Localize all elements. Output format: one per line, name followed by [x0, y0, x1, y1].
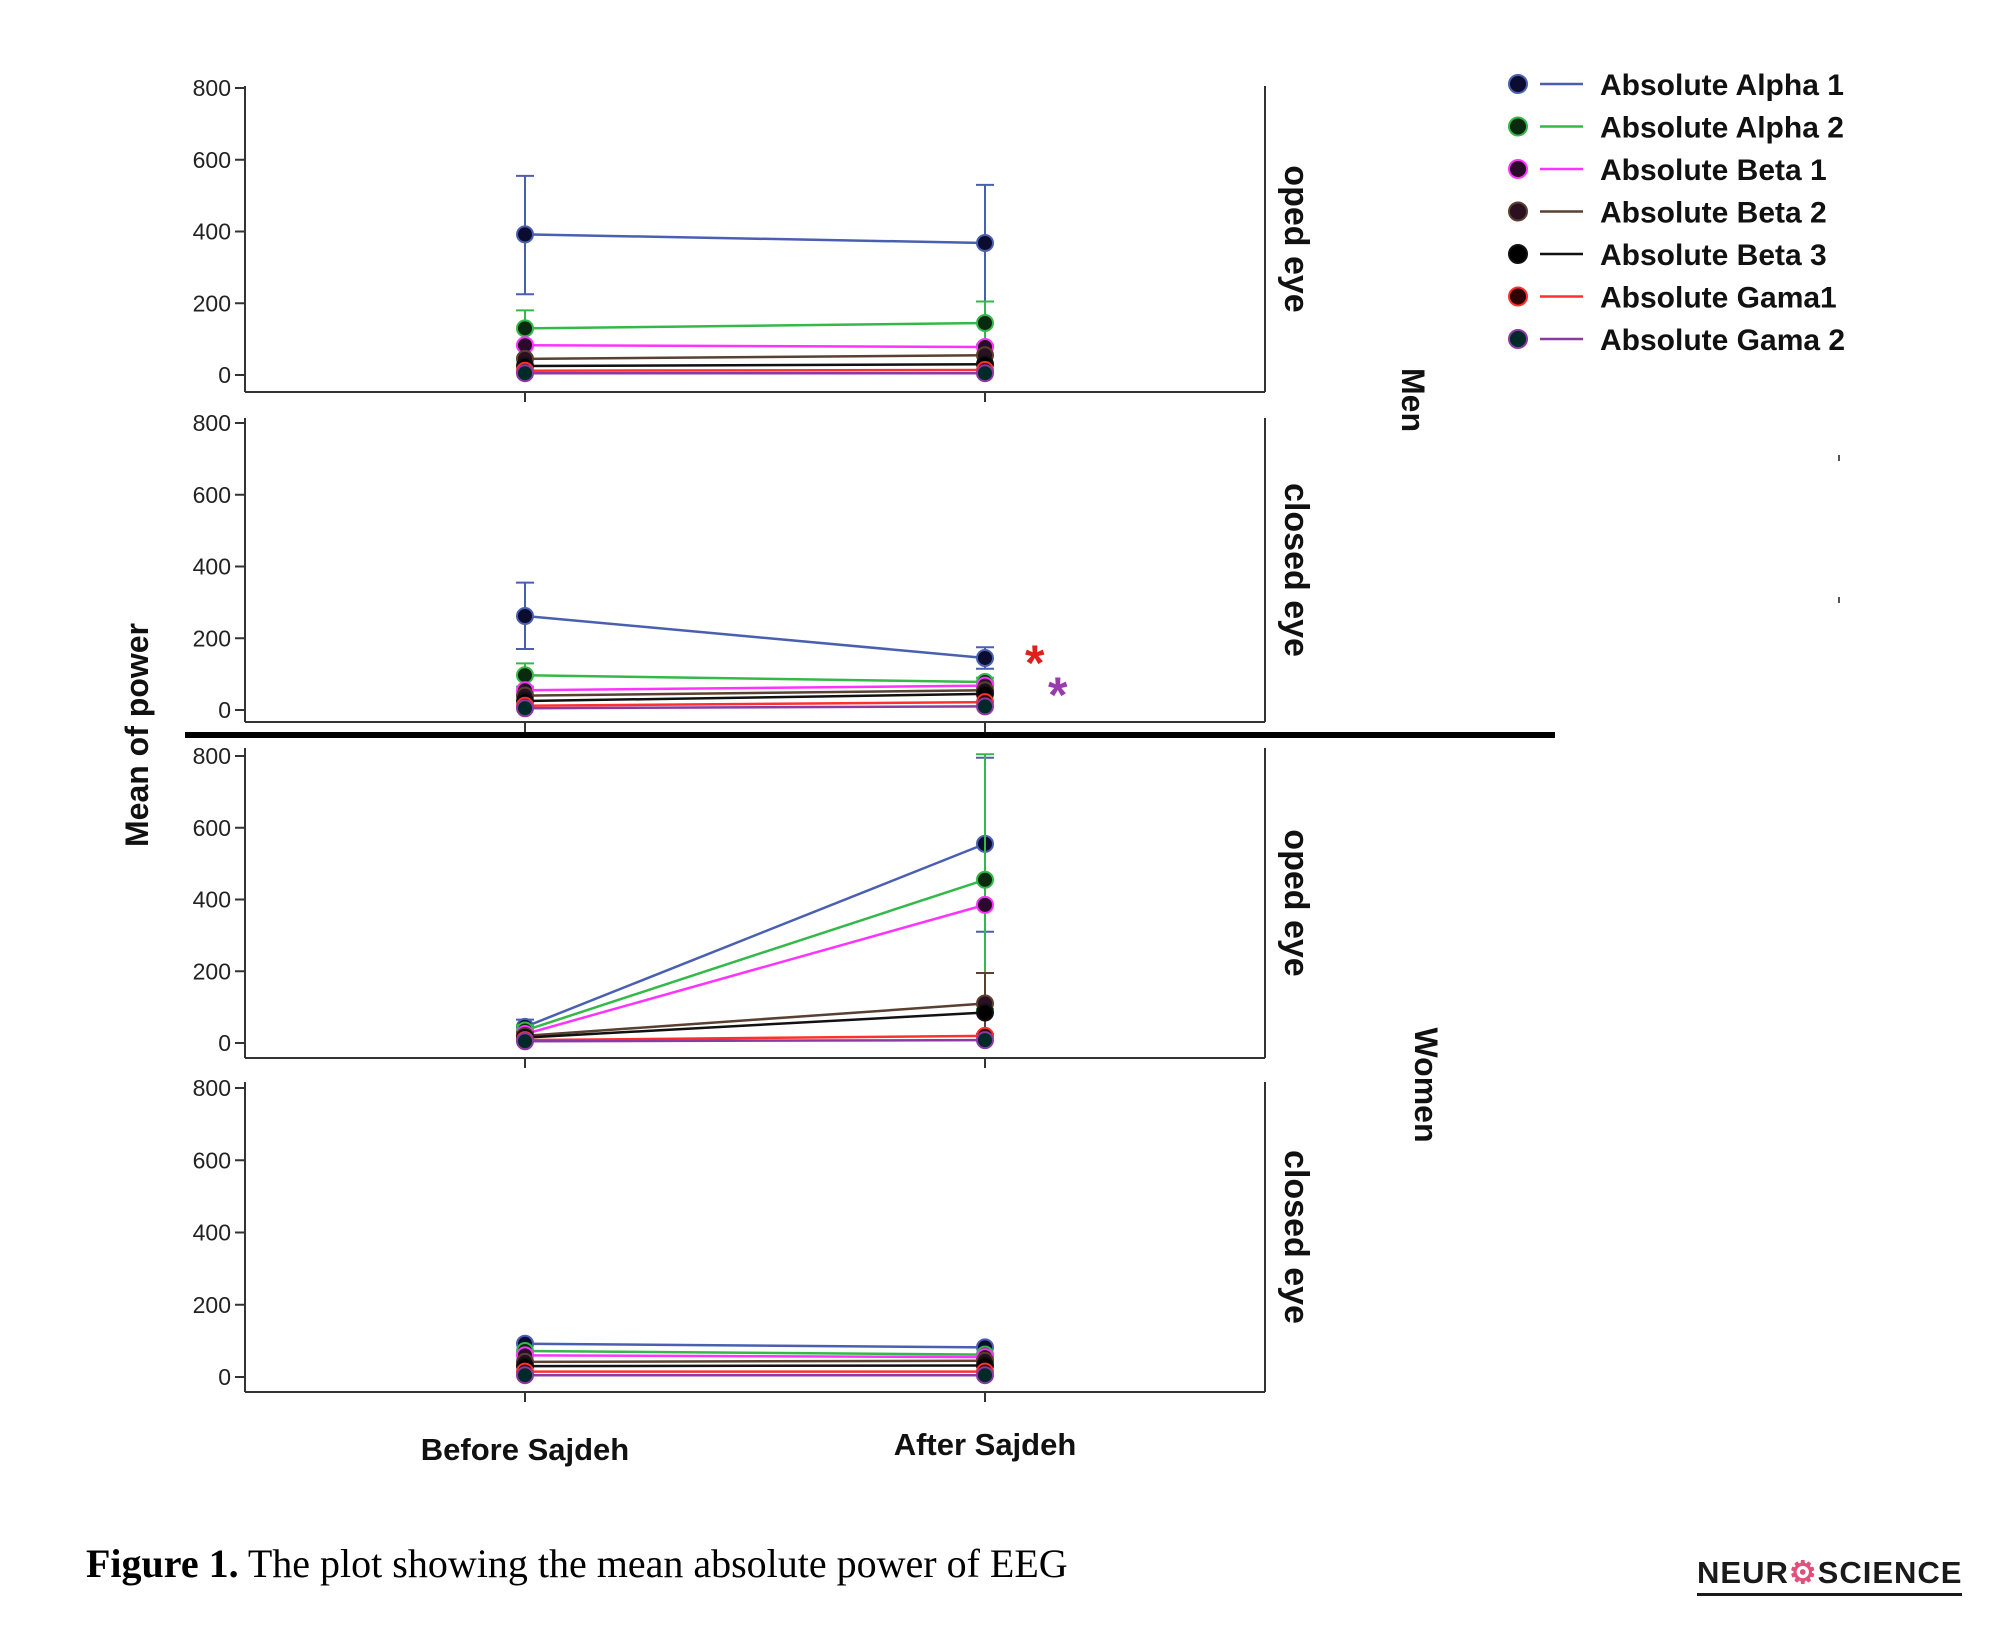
- panel-4-absolute-gama-2-point-1: [976, 1366, 994, 1385]
- panel-1-y-tick-label-400: 400: [193, 219, 231, 245]
- panel-2-significance-star-0: *: [1025, 635, 1045, 691]
- panel-2-absolute-beta-2-line: [524, 689, 986, 697]
- panel-2-absolute-beta-3-line: [524, 692, 986, 703]
- eeg-power-chart: 0 200 400 600 800 oped eye 0 200 400 600 800 closed…: [119, 69, 1845, 1467]
- panel-2-y-tick-label-400: 400: [193, 554, 231, 580]
- legend-absolute-alpha-2-marker: [1508, 116, 1528, 137]
- y-axis-title: Mean of power: [119, 623, 155, 847]
- panel-2-absolute-alpha-1-point-1: [976, 648, 994, 667]
- panel-3-y-tick-label-0: 0: [218, 1030, 231, 1056]
- panel-2-absolute-gama1-line: [524, 700, 986, 707]
- panel-3-y-tick-label-200: 200: [193, 958, 231, 984]
- x-category-label-after-sajdeh: After Sajdeh: [894, 1427, 1077, 1462]
- panel-4-y-tick-label-800: 800: [193, 1075, 231, 1101]
- panel-4-absolute-alpha-2-line: [524, 1349, 986, 1356]
- panel-1-absolute-alpha-1-point-0: [516, 225, 534, 244]
- group-label-men: Men: [1395, 368, 1431, 432]
- panel-3-absolute-alpha-1-line: [524, 842, 986, 1029]
- panel-4-y-tick-label-400: 400: [193, 1220, 231, 1246]
- panel-1-y-tick-label-0: 0: [218, 362, 231, 388]
- panel-1-absolute-beta-2-line: [524, 354, 986, 361]
- neuroscience-logo: NEUR⚙SCIENCE: [1697, 1555, 1963, 1596]
- panel-1-absolute-alpha-1-line: [524, 233, 986, 245]
- legend-absolute-beta-2-label: Absolute Beta 2: [1600, 197, 1827, 230]
- panel-3-absolute-beta-1-line: [524, 903, 986, 1036]
- legend-absolute-gama1-label: Absolute Gama1: [1600, 282, 1837, 315]
- panel-1-absolute-alpha-2-point-0: [516, 319, 534, 338]
- panel-3-absolute-gama-2-point-0: [516, 1032, 534, 1051]
- panel-1-absolute-alpha-2-point-1: [976, 313, 994, 332]
- panel-2-absolute-gama-2-point-1: [976, 697, 994, 716]
- panel-2-y-tick-label-0: 0: [218, 697, 231, 723]
- panel-2-absolute-gama-2-point-0: [516, 699, 534, 718]
- logo-text-left: NEUR: [1697, 1555, 1789, 1590]
- panel-2-absolute-gama-2-line: [524, 705, 986, 710]
- legend-absolute-gama-2-marker: [1508, 329, 1528, 349]
- legend-absolute-beta-3-marker: [1508, 244, 1528, 264]
- panel-3-absolute-beta-3-line: [524, 1011, 986, 1039]
- legend-absolute-alpha-1-label: Absolute Alpha 1: [1600, 69, 1844, 102]
- figure-caption: Figure 1. The plot showing the mean abso…: [86, 1540, 1068, 1587]
- legend-absolute-alpha-2-label: Absolute Alpha 2: [1600, 112, 1844, 145]
- panel-1-absolute-alpha-1-point-1: [976, 233, 994, 252]
- panel-1-absolute-gama-2-point-1: [976, 364, 994, 383]
- legend-absolute-beta-1-marker: [1508, 159, 1528, 179]
- panel-4-absolute-beta-3-line: [524, 1364, 986, 1368]
- panel-3-absolute-gama1-line: [524, 1034, 986, 1042]
- panel-4-y-tick-label-0: 0: [218, 1364, 231, 1390]
- logo-text-right: SCIENCE: [1817, 1555, 1963, 1590]
- panel-1-y-tick-label-800: 800: [193, 75, 231, 101]
- panel-4-absolute-gama-2-point-0: [516, 1366, 534, 1385]
- panel-3-absolute-beta-2-line: [524, 1002, 986, 1038]
- panel-3-absolute-beta-1-point-1: [976, 895, 994, 914]
- panel-3-absolute-beta-3-point-1: [976, 1003, 994, 1022]
- brain-gear-icon: ⚙: [1788, 1555, 1818, 1590]
- panel-4-condition-label: closed eye: [1277, 1150, 1315, 1324]
- panel-3-y-tick-label-800: 800: [193, 743, 231, 769]
- panel-1-y-tick-label-200: 200: [193, 290, 231, 316]
- legend-absolute-beta-2-marker: [1508, 201, 1528, 222]
- panel-1-absolute-gama-2-point-0: [516, 364, 534, 383]
- caption-text: The plot showing the mean absolute power…: [238, 1541, 1068, 1586]
- legend-absolute-alpha-1-marker: [1508, 74, 1528, 94]
- panel-1-y-tick-label-600: 600: [193, 147, 231, 173]
- legend-absolute-gama1-marker: [1508, 286, 1528, 307]
- panel-2-absolute-beta-1-line: [524, 684, 986, 692]
- panel-4-absolute-alpha-1-line: [524, 1342, 986, 1349]
- panel-3-absolute-gama-2-point-1: [976, 1031, 994, 1050]
- panel-3-absolute-gama-2-line: [524, 1038, 986, 1043]
- panel-2-absolute-alpha-2-point-0: [516, 666, 534, 685]
- panel-2-absolute-alpha-1-point-0: [516, 607, 534, 626]
- legend-absolute-beta-1-label: Absolute Beta 1: [1600, 154, 1827, 187]
- panel-1-absolute-alpha-2-line: [524, 321, 986, 330]
- panel-3-y-tick-label-400: 400: [193, 887, 231, 913]
- panel-4-y-tick-label-600: 600: [193, 1147, 231, 1173]
- panel-2-significance-star-1: *: [1048, 667, 1068, 723]
- caption-lead: Figure 1.: [86, 1541, 239, 1586]
- legend-absolute-gama-2-label: Absolute Gama 2: [1600, 324, 1845, 357]
- panel-4-absolute-beta-2-line: [524, 1359, 986, 1364]
- panel-2-y-tick-label-800: 800: [193, 410, 231, 436]
- group-label-women: Women: [1408, 1028, 1444, 1143]
- panel-1-absolute-beta-3-line: [524, 362, 986, 368]
- panel-2-y-tick-label-200: 200: [193, 625, 231, 651]
- panel-1-absolute-gama1-line: [524, 368, 986, 372]
- legend-absolute-beta-3-label: Absolute Beta 3: [1600, 239, 1827, 272]
- panel-3-y-tick-label-600: 600: [193, 815, 231, 841]
- panel-3-absolute-alpha-2-point-1: [976, 870, 994, 889]
- panel-3-absolute-alpha-2-line: [524, 878, 986, 1032]
- panel-2-absolute-alpha-1-line: [524, 614, 986, 660]
- panel-4-absolute-beta-1-line: [524, 1354, 986, 1359]
- panel-1-condition-label: oped eye: [1277, 165, 1315, 312]
- panel-1-absolute-beta-1-line: [524, 343, 986, 349]
- panel-3-condition-label: oped eye: [1277, 829, 1315, 976]
- panel-2-condition-label: closed eye: [1277, 483, 1315, 657]
- panel-4-y-tick-label-200: 200: [193, 1292, 231, 1318]
- panel-2-absolute-alpha-2-line: [524, 673, 986, 684]
- x-category-label-before-sajdeh: Before Sajdeh: [421, 1432, 629, 1467]
- panel-2-y-tick-label-600: 600: [193, 482, 231, 508]
